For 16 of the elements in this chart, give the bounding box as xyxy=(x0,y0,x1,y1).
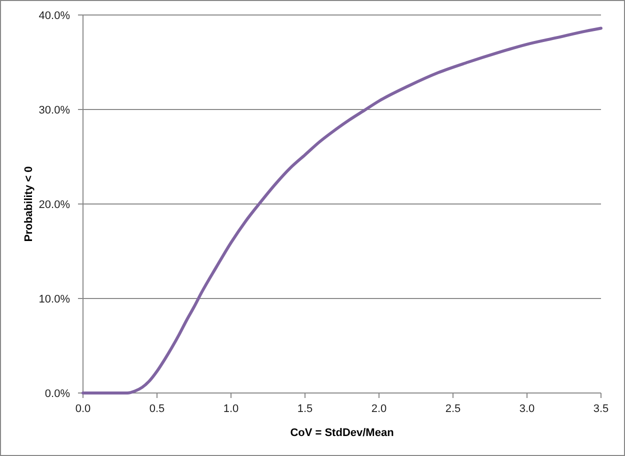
y-tick-label: 0.0% xyxy=(44,388,70,400)
x-tick-label: 2.5 xyxy=(445,403,461,415)
y-tick-label: 10.0% xyxy=(38,293,70,306)
y-tick-label: 20.0% xyxy=(38,198,70,211)
x-tick-label: 0.0 xyxy=(75,403,91,415)
y-tick-label: 30.0% xyxy=(38,104,70,116)
line-series xyxy=(82,26,602,394)
x-tick-label: 3.0 xyxy=(519,403,535,415)
x-tick-label: 2.0 xyxy=(371,403,387,415)
x-tick-label: 1.0 xyxy=(223,403,239,415)
y-axis-title: Probability < 0 xyxy=(23,166,35,242)
x-axis-title: CoV = StdDev/Mean xyxy=(290,427,394,439)
x-tick-label: 0.5 xyxy=(149,403,165,415)
x-tick-label: 3.5 xyxy=(593,403,609,415)
x-tick-label: 1.5 xyxy=(297,403,313,415)
y-tick-label: 40.0% xyxy=(38,10,70,22)
